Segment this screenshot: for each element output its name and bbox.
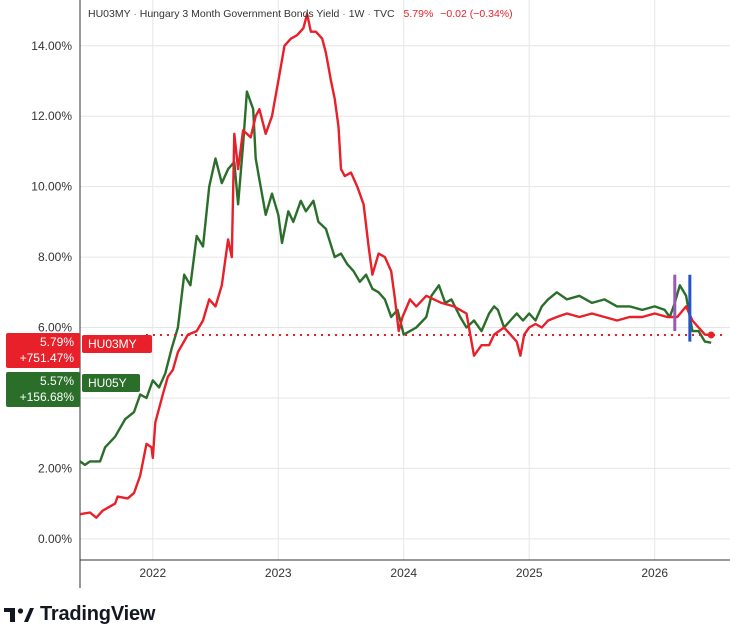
x-tick-label: 2026 [641, 566, 668, 580]
hu03my-badge[interactable]: 5.79% +751.47% [6, 333, 80, 368]
y-tick-label: 8.00% [38, 250, 72, 264]
y-tick-label: 6.00% [38, 321, 72, 335]
y-tick-label: 0.00% [38, 532, 72, 546]
chart-header: HU03MY · Hungary 3 Month Government Bond… [88, 8, 513, 20]
hu05y-change: +156.68% [19, 390, 74, 404]
y-tick-label: 14.00% [31, 39, 72, 53]
price-chart[interactable]: 0.00%2.00%4.00%6.00%8.00%10.00%12.00%14.… [0, 0, 730, 595]
hu05y-name-tag[interactable]: HU05Y [82, 374, 140, 392]
tradingview-branding[interactable]: TradingView [4, 603, 155, 626]
series-line-hu05y [79, 90, 712, 467]
brand-name: TradingView [40, 603, 156, 625]
x-tick-label: 2025 [516, 566, 543, 580]
chart-area[interactable]: 0.00%2.00%4.00%6.00%8.00%10.00%12.00%14.… [0, 0, 730, 595]
price-change: −0.02 (−0.34%) [440, 8, 513, 20]
series-line-hu03my [79, 12, 712, 519]
symbol-label[interactable]: HU03MY [88, 8, 131, 20]
tradingview-logo-icon [4, 607, 34, 622]
y-tick-label: 10.00% [31, 180, 72, 194]
hu05y-badge[interactable]: 5.57% +156.68% [6, 372, 80, 407]
interval-label[interactable]: 1W [348, 8, 365, 20]
last-price: 5.79% [403, 8, 434, 20]
instrument-title: Hungary 3 Month Government Bonds Yield [139, 8, 340, 20]
x-tick-label: 2023 [265, 566, 292, 580]
last-value-dot [707, 331, 715, 339]
source-label: TVC [373, 8, 395, 20]
x-tick-label: 2022 [139, 566, 166, 580]
y-tick-label: 12.00% [31, 109, 72, 123]
hu03my-change: +751.47% [19, 351, 74, 365]
hu05y-value: 5.57% [39, 374, 74, 388]
hu03my-name-tag[interactable]: HU03MY [82, 335, 152, 353]
hu03my-value: 5.79% [39, 335, 74, 349]
x-tick-label: 2024 [390, 566, 417, 580]
y-tick-label: 2.00% [38, 461, 72, 475]
